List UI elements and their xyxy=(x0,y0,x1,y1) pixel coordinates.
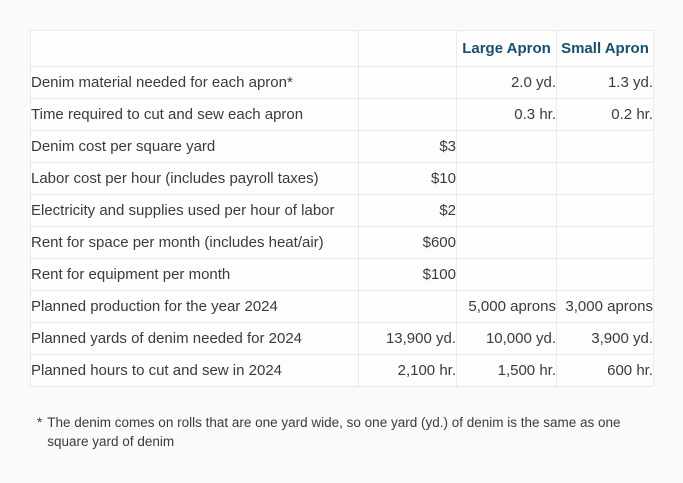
row-label-cell: Denim cost per square yard xyxy=(30,130,359,163)
table-row: Denim cost per square yard $3 xyxy=(30,130,654,163)
large-apron-cell xyxy=(456,130,557,163)
small-apron-cell xyxy=(556,194,654,227)
table-row: Rent for equipment per month $100 xyxy=(30,258,654,291)
small-apron-cell: 3,000 aprons xyxy=(556,290,654,323)
column-header-empty-label xyxy=(30,30,359,67)
row-label-cell: Time required to cut and sew each apron xyxy=(30,98,359,131)
footnote-text: The denim comes on rolls that are one ya… xyxy=(47,415,621,449)
amount-cell: 13,900 yd. xyxy=(358,322,457,355)
amount-cell xyxy=(358,290,457,323)
large-apron-cell: 10,000 yd. xyxy=(456,322,557,355)
table-row: Planned hours to cut and sew in 2024 2,1… xyxy=(30,354,654,387)
column-header-large-apron: Large Apron xyxy=(456,30,557,67)
column-header-empty-amount xyxy=(358,30,457,67)
row-label-cell: Rent for equipment per month xyxy=(30,258,359,291)
amount-cell xyxy=(358,98,457,131)
table-row: Rent for space per month (includes heat/… xyxy=(30,226,654,259)
apron-cost-table-container: Large Apron Small Apron Denim material n… xyxy=(30,30,654,387)
table-header-row: Large Apron Small Apron xyxy=(30,30,654,67)
amount-cell: $100 xyxy=(358,258,457,291)
large-apron-cell xyxy=(456,258,557,291)
small-apron-cell xyxy=(556,226,654,259)
amount-cell: $3 xyxy=(358,130,457,163)
amount-cell: $2 xyxy=(358,194,457,227)
small-apron-cell: 3,900 yd. xyxy=(556,322,654,355)
amount-cell xyxy=(358,66,457,99)
table-row: Time required to cut and sew each apron … xyxy=(30,98,654,131)
table-row: Electricity and supplies used per hour o… xyxy=(30,194,654,227)
footnote: * The denim comes on rolls that are one … xyxy=(37,414,637,451)
footnote-asterisk: * xyxy=(37,415,43,430)
small-apron-cell: 1.3 yd. xyxy=(556,66,654,99)
row-label-cell: Planned hours to cut and sew in 2024 xyxy=(30,354,359,387)
row-label-cell: Planned yards of denim needed for 2024 xyxy=(30,322,359,355)
large-apron-cell: 0.3 hr. xyxy=(456,98,557,131)
row-label-cell: Labor cost per hour (includes payroll ta… xyxy=(30,162,359,195)
small-apron-cell: 0.2 hr. xyxy=(556,98,654,131)
small-apron-cell xyxy=(556,130,654,163)
amount-cell: 2,100 hr. xyxy=(358,354,457,387)
row-label-cell: Denim material needed for each apron* xyxy=(30,66,359,99)
small-apron-cell xyxy=(556,258,654,291)
table-row: Planned production for the year 2024 5,0… xyxy=(30,290,654,323)
table-row: Planned yards of denim needed for 2024 1… xyxy=(30,322,654,355)
large-apron-cell: 1,500 hr. xyxy=(456,354,557,387)
large-apron-cell: 2.0 yd. xyxy=(456,66,557,99)
table-row: Labor cost per hour (includes payroll ta… xyxy=(30,162,654,195)
row-label-cell: Planned production for the year 2024 xyxy=(30,290,359,323)
amount-cell: $600 xyxy=(358,226,457,259)
table-row: Denim material needed for each apron* 2.… xyxy=(30,66,654,99)
row-label-cell: Electricity and supplies used per hour o… xyxy=(30,194,359,227)
large-apron-cell: 5,000 aprons xyxy=(456,290,557,323)
large-apron-cell xyxy=(456,226,557,259)
large-apron-cell xyxy=(456,162,557,195)
small-apron-cell: 600 hr. xyxy=(556,354,654,387)
amount-cell: $10 xyxy=(358,162,457,195)
column-header-small-apron: Small Apron xyxy=(556,30,654,67)
apron-cost-table: Large Apron Small Apron Denim material n… xyxy=(30,30,654,387)
large-apron-cell xyxy=(456,194,557,227)
row-label-cell: Rent for space per month (includes heat/… xyxy=(30,226,359,259)
small-apron-cell xyxy=(556,162,654,195)
